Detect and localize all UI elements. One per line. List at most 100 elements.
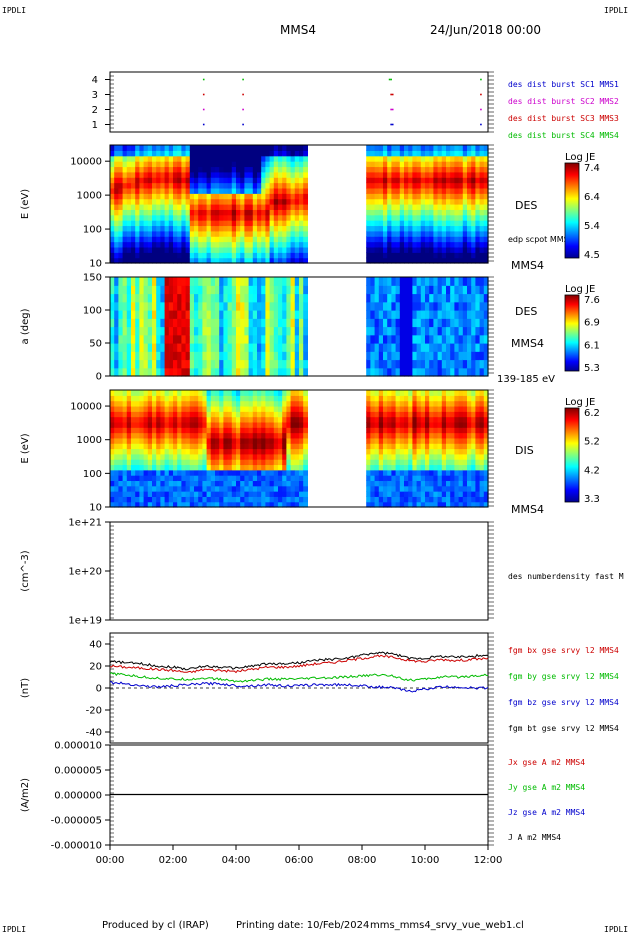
heatmap-cell [278,204,283,210]
heatmap-cell [202,367,208,377]
heatmap-cell [131,501,136,508]
heatmap-cell [273,225,279,232]
heatmap-cell [467,230,472,237]
heatmap-cell [383,166,388,173]
heatmap-cell [236,501,241,508]
heatmap-cell [244,182,250,189]
heatmap-cell [231,310,237,319]
heatmap-cell [404,293,409,303]
heatmap-cell [210,400,216,407]
heatmap-cell [454,453,460,460]
heatmap-cell [366,351,371,361]
panel-border [109,144,489,264]
heatmap-cell [273,220,279,227]
heatmap-cell [450,459,455,466]
heatmap-cell [210,220,216,227]
heatmap-cell [273,485,279,492]
heatmap-cell [181,453,187,460]
heatmap-cell [248,459,254,466]
heatmap-cell [160,150,166,157]
heatmap-cell [143,198,149,205]
heatmap-cell [408,390,413,396]
heatmap-cell [194,187,199,194]
heatmap-cell [223,252,229,259]
heatmap-cell [479,496,485,503]
heatmap-cell [441,405,447,412]
heatmap-cell [471,485,476,492]
heatmap-cell [269,293,275,303]
heatmap-cell [198,459,203,466]
heatmap-cell [446,209,451,216]
heatmap-cell [265,198,271,205]
heatmap-cell [420,464,426,471]
heatmap-cell [429,246,434,253]
heatmap-cell [437,301,443,311]
heatmap-cell [290,411,296,418]
heatmap-cell [454,421,460,428]
heatmap-cell [152,448,157,455]
heatmap-cell [404,437,409,444]
heatmap-cell [194,204,199,210]
heatmap-cell [412,390,418,396]
heatmap-cell [240,171,245,178]
heatmap-cell [160,187,166,194]
heatmap-cell [265,496,271,503]
heatmap-cell [458,193,464,200]
heatmap-cell [437,437,443,444]
heatmap-cell [215,166,220,173]
colorbar-tick: 6.4 [584,192,600,203]
heatmap-cell [248,437,254,444]
heatmap-cell [152,459,157,466]
heatmap-cell [135,351,140,361]
heatmap-cell [110,411,115,418]
heatmap-cell [294,448,300,455]
heatmap-cell [408,171,413,178]
heatmap-cell [236,343,241,352]
heatmap-cell [286,395,292,402]
heatmap-cell [412,209,418,216]
heatmap-cell [215,187,220,194]
heatmap-cell [416,293,422,303]
heatmap-cell [177,145,182,151]
heatmap-cell [202,334,208,344]
heatmap-cell [168,166,174,173]
heatmap-cell [135,145,140,151]
burst-point [480,108,482,111]
heatmap-cell [156,166,161,173]
heatmap-cell [286,443,292,450]
heatmap-cell [231,351,237,361]
heatmap-cell [391,166,397,173]
heatmap-cell [387,443,392,450]
heatmap-cell [441,427,447,434]
heatmap-cell [366,241,371,248]
heatmap-cell [147,491,153,497]
heatmap-cell [181,204,187,210]
heatmap-cell [395,359,401,369]
heatmap-cell [370,277,376,286]
heatmap-cell [252,395,258,402]
heatmap-cell [299,453,304,460]
heatmap-cell [143,437,149,444]
heatmap-cell [408,469,413,476]
heatmap-cell [290,150,296,157]
heatmap-cell [475,171,481,178]
heatmap-cell [131,171,136,178]
heatmap-cell [122,166,128,173]
heatmap-cell [257,343,262,352]
heatmap-cell [236,427,241,434]
heatmap-cell [240,334,245,344]
heatmap-cell [114,177,119,184]
heatmap-cell [185,236,191,243]
heatmap-cell [273,334,279,344]
heatmap-cell [261,310,266,319]
heatmap-cell [181,285,187,295]
heatmap-cell [391,395,397,402]
heatmap-cell [303,155,308,162]
heatmap-cell [139,171,145,178]
heatmap-cell [210,177,216,184]
heatmap-cell [231,480,237,487]
heatmap-cell [110,421,115,428]
legend-current-1: Jx gse A m2 MMS4 [508,758,585,767]
heatmap-cell [194,400,199,407]
heatmap-cell [370,177,376,184]
